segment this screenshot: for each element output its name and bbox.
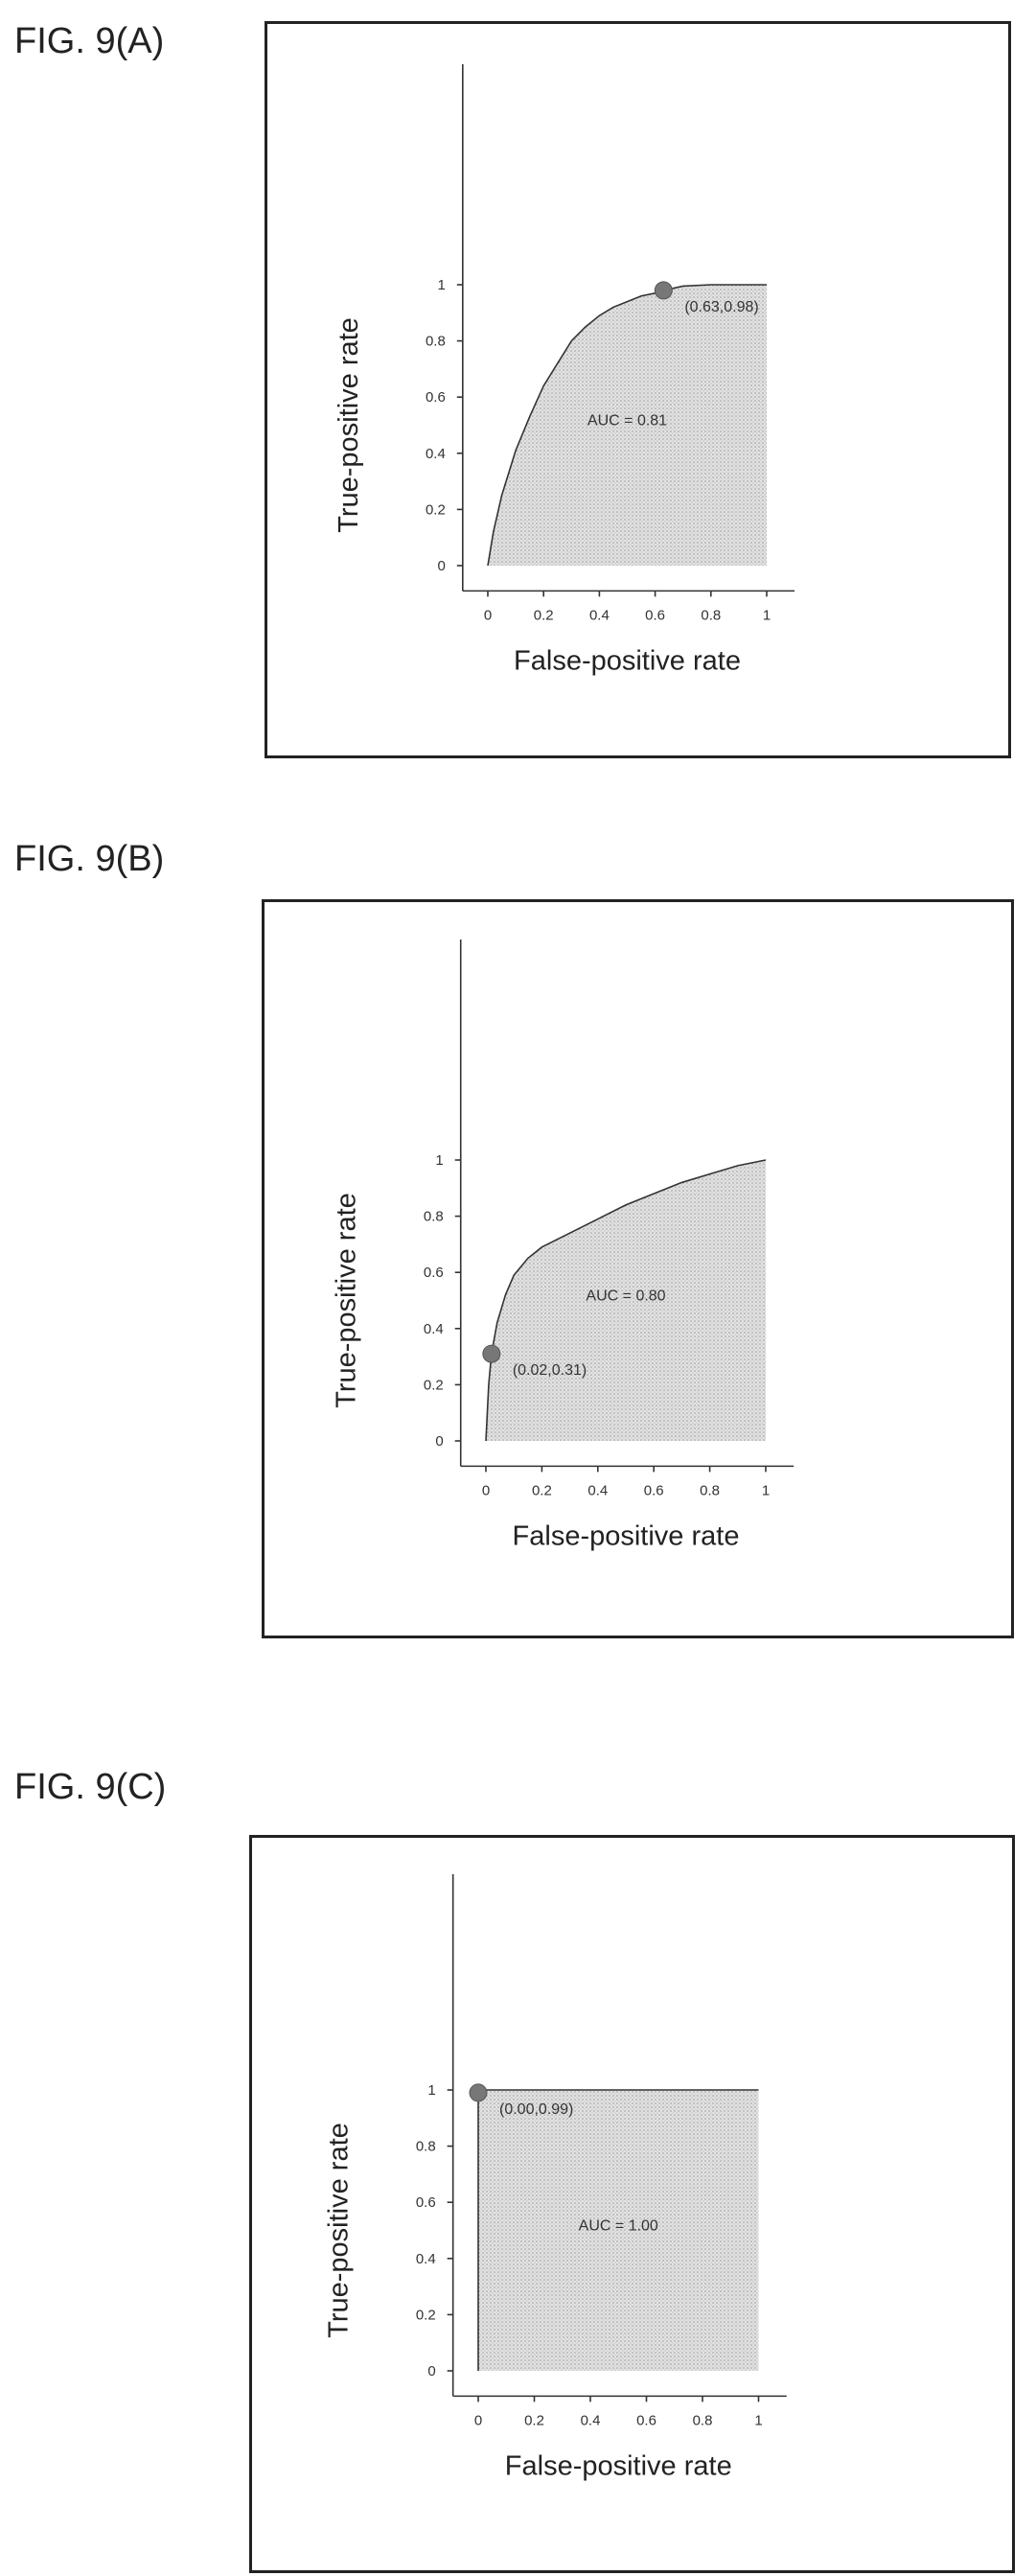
x-tick-label: 1 <box>763 607 771 623</box>
x-tick-label: 0.4 <box>589 607 610 623</box>
y-tick-label: 0.6 <box>416 2194 436 2211</box>
y-tick-label: 1 <box>437 277 445 293</box>
y-tick-label: 0.8 <box>426 334 446 350</box>
y-tick-label: 0.4 <box>424 1321 444 1337</box>
x-axis-title: False-positive rate <box>513 1520 740 1551</box>
x-axis-title: False-positive rate <box>505 2450 732 2481</box>
roc-chart-b: 0 0.2 0.4 0.6 0.8 1 0 0.2 0.4 0.6 0.8 1 False-positi… <box>332 940 794 1551</box>
x-tick-label: 0.4 <box>581 2412 601 2428</box>
operating-point-label: (0.02,0.31) <box>513 1362 587 1379</box>
roc-curve-line <box>487 284 767 567</box>
y-tick-label: 0.4 <box>416 2251 436 2267</box>
operating-point-marker <box>654 281 673 300</box>
roc-chart-panel-b: 0 0.2 0.4 0.6 0.8 1 0 0.2 0.4 0.6 0.8 1 False-positi… <box>262 899 1014 1638</box>
y-tick-label: 0 <box>435 1433 443 1450</box>
auc-shaded-area <box>488 285 767 566</box>
y-axis-title: True-positive rate <box>324 2123 355 2338</box>
x-tick-label: 0 <box>482 1482 490 1498</box>
operating-point-marker <box>469 2083 488 2102</box>
x-tick-label: 0.2 <box>532 1482 552 1498</box>
y-tick-label: 0.4 <box>426 446 446 462</box>
y-tick-label: 0.2 <box>424 1377 444 1393</box>
roc-curve-line <box>485 1159 767 1442</box>
figure-label-a: FIG. 9(A) <box>14 21 165 61</box>
y-tick-label: 0 <box>427 2363 435 2379</box>
x-tick-label: 0.4 <box>587 1482 608 1498</box>
x-tick-label: 0.2 <box>534 607 554 623</box>
roc-chart-a: 0 0.2 0.4 0.6 0.8 1 0 0.2 0.4 0.6 0.8 1 False-positi… <box>334 64 795 676</box>
x-tick-label: 0 <box>474 2412 482 2428</box>
y-tick-label: 1 <box>427 2082 435 2099</box>
auc-shaded-area <box>478 2090 759 2371</box>
y-axis-title: True-positive rate <box>334 317 364 533</box>
operating-point-marker <box>482 1344 501 1363</box>
figure-label-b: FIG. 9(B) <box>14 839 165 879</box>
y-tick-label: 0.2 <box>416 2307 436 2323</box>
x-tick-label: 0.6 <box>644 1482 664 1498</box>
x-tick-label: 0.2 <box>524 2412 544 2428</box>
y-tick-label: 0.6 <box>426 389 446 406</box>
auc-annotation: AUC = 1.00 <box>579 2218 658 2235</box>
y-tick-label: 0 <box>437 558 445 574</box>
x-tick-label: 1 <box>754 2412 762 2428</box>
x-tick-label: 0.6 <box>645 607 665 623</box>
x-tick-label: 0.8 <box>700 1482 720 1498</box>
x-axis-title: False-positive rate <box>514 645 741 676</box>
roc-chart-panel-a: 0 0.2 0.4 0.6 0.8 1 0 0.2 0.4 0.6 0.8 1 False-positi… <box>265 21 1011 758</box>
y-tick-label: 0.8 <box>416 2139 436 2155</box>
auc-annotation: AUC = 0.81 <box>587 413 667 429</box>
y-tick-label: 1 <box>435 1152 443 1169</box>
roc-chart-panel-c: 0 0.2 0.4 0.6 0.8 1 0 0.2 0.4 0.6 0.8 1 False-positi… <box>249 1835 1015 2573</box>
x-tick-label: 0.6 <box>636 2412 656 2428</box>
x-tick-label: 0.8 <box>693 2412 713 2428</box>
operating-point-label: (0.63,0.98) <box>684 299 758 315</box>
y-tick-label: 0.8 <box>424 1209 444 1225</box>
figure-label-c: FIG. 9(C) <box>14 1767 167 1807</box>
roc-chart-c: 0 0.2 0.4 0.6 0.8 1 0 0.2 0.4 0.6 0.8 1 False-positi… <box>324 1874 787 2481</box>
auc-annotation: AUC = 0.80 <box>586 1288 665 1305</box>
x-tick-label: 0 <box>484 607 492 623</box>
x-tick-label: 0.8 <box>701 607 721 623</box>
auc-shaded-area <box>486 1160 766 1441</box>
x-tick-label: 1 <box>762 1482 770 1498</box>
y-tick-label: 0.2 <box>426 501 446 518</box>
operating-point-label: (0.00,0.99) <box>499 2101 573 2118</box>
y-axis-title: True-positive rate <box>332 1193 362 1408</box>
y-tick-label: 0.6 <box>424 1265 444 1281</box>
